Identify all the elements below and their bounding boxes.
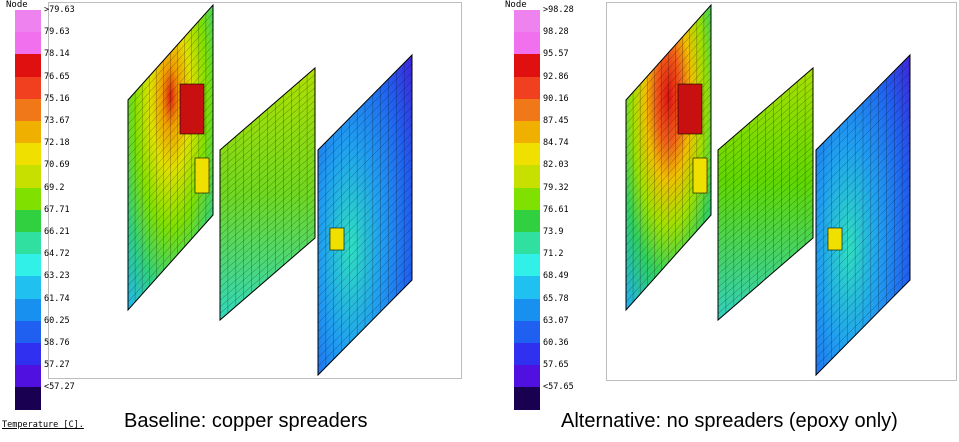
legend-swatch	[514, 165, 540, 188]
legend-swatch	[15, 387, 41, 410]
hot-component	[677, 83, 703, 135]
legend-label: >79.63	[44, 5, 75, 15]
legend-title: Node	[505, 0, 527, 10]
alternative-panel: Node >98.28 98.28 95.57 92.86 90.16 87.45 84.7…	[499, 0, 959, 442]
legend-label: 78.14	[44, 49, 70, 60]
legend-swatch	[514, 254, 540, 277]
legend-swatch	[514, 320, 540, 343]
alternative-caption: Alternative: no spreaders (epoxy only)	[561, 410, 898, 432]
legend-label: 76.61	[543, 204, 569, 215]
legend-label: 76.65	[44, 71, 70, 82]
legend-swatch	[15, 320, 41, 343]
hot-component	[179, 83, 205, 135]
legend-label: 92.86	[543, 71, 569, 82]
legend-swatch	[514, 143, 540, 166]
legend-label: 71.2	[543, 249, 564, 260]
hot-board	[127, 3, 214, 312]
legend-label: 75.16	[44, 93, 70, 104]
legend-swatch	[15, 10, 41, 33]
legend-swatch	[15, 298, 41, 321]
legend-label: 60.36	[543, 338, 569, 348]
legend-swatch	[514, 343, 540, 366]
legend-label: 79.63	[44, 27, 70, 38]
baseline-panel: Node >79.63 79.63 78.14 76.65 75.16 73.67 72.1…	[2, 0, 462, 432]
legend-swatch	[514, 76, 540, 99]
legend-swatch	[15, 254, 41, 277]
legend-swatch	[514, 121, 540, 144]
legend-swatch	[15, 343, 41, 366]
legend-label: 73.67	[44, 116, 70, 126]
legend-label: >98.28	[543, 5, 574, 15]
middle-board	[219, 66, 316, 322]
legend-label: 65.78	[543, 293, 569, 304]
alternative-boards	[625, 3, 911, 377]
legend-swatch	[514, 387, 540, 410]
baseline-boards	[127, 3, 413, 377]
legend-swatch	[514, 209, 540, 232]
legend-label: 57.65	[543, 360, 569, 371]
connector-block	[194, 157, 210, 194]
cool-board	[815, 53, 911, 377]
legend-swatch	[15, 187, 41, 210]
legend-label: 68.49	[543, 271, 569, 282]
connector-block	[827, 227, 843, 251]
legend-swatch	[15, 121, 41, 144]
legend-swatch	[514, 10, 540, 33]
legend-swatch	[514, 32, 540, 55]
connector-block	[329, 227, 345, 251]
connector-block	[692, 157, 708, 194]
legend-swatch	[514, 298, 540, 321]
legend-swatch	[15, 76, 41, 99]
legend-swatch	[514, 276, 540, 299]
legend-label: 58.76	[44, 338, 70, 348]
legend-swatch	[15, 98, 41, 121]
cool-board	[317, 53, 413, 377]
legend-swatch	[514, 54, 540, 77]
legend-label: 87.45	[543, 116, 569, 126]
legend-label: 70.69	[44, 160, 70, 171]
legend-swatch	[15, 32, 41, 55]
legend-label: 69.2	[44, 182, 65, 193]
legend-label: 73.9	[543, 227, 564, 237]
legend-swatch	[15, 232, 41, 255]
legend-label: 63.23	[44, 271, 70, 282]
legend-label: 66.21	[44, 227, 70, 237]
legend-swatch	[514, 365, 540, 388]
legend-label: 72.18	[44, 138, 70, 149]
legend-swatch	[15, 365, 41, 388]
legend-label: 61.74	[44, 293, 70, 304]
legend-swatch	[514, 187, 540, 210]
legend-label: 67.71	[44, 204, 70, 215]
legend-title: Node	[6, 0, 28, 10]
legend-label: 82.03	[543, 160, 569, 171]
legend-label: <57.27	[44, 382, 75, 393]
legend-swatch	[15, 276, 41, 299]
temperature-unit-label: Temperature [C].	[2, 420, 84, 430]
legend-label: 98.28	[543, 27, 569, 38]
baseline-caption: Baseline: copper spreaders	[124, 410, 368, 432]
legend-label: 79.32	[543, 182, 569, 193]
legend-label: 63.07	[543, 315, 569, 326]
legend-label: 95.57	[543, 49, 569, 60]
legend-swatch	[15, 54, 41, 77]
legend-label: 84.74	[543, 138, 569, 149]
legend-label: 64.72	[44, 249, 70, 260]
legend-swatch	[514, 232, 540, 255]
legend-label: <57.65	[543, 382, 574, 393]
middle-board	[717, 66, 814, 322]
hot-board	[625, 3, 712, 312]
legend-swatch	[15, 165, 41, 188]
legend-swatch	[15, 143, 41, 166]
legend-label: 57.27	[44, 360, 70, 371]
legend-label: 90.16	[543, 93, 569, 104]
legend-swatch	[514, 98, 540, 121]
legend-swatch	[15, 209, 41, 232]
legend-label: 60.25	[44, 315, 70, 326]
